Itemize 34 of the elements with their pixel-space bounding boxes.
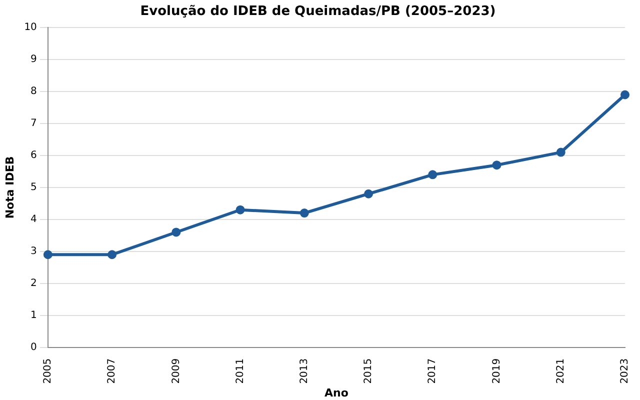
x-tick-label: 2017: [427, 358, 438, 384]
point: [172, 228, 181, 237]
x-tick-label: 2009: [170, 358, 182, 384]
point: [236, 205, 245, 214]
y-tick-label: 0: [30, 342, 37, 353]
x-tick-label: 2019: [491, 358, 502, 384]
x-tick-label: 2021: [555, 358, 566, 384]
point: [364, 189, 374, 198]
y-tick-label: 9: [30, 54, 37, 66]
point: [620, 90, 630, 100]
y-tick-label: 8: [30, 86, 37, 98]
x-tick-label: 2007: [106, 358, 118, 384]
point: [108, 250, 117, 260]
point: [492, 160, 502, 170]
chart-title: Evolução do IDEB de Queimadas/PB (2005–2023): [140, 4, 496, 20]
y-tick-label: 6: [30, 150, 37, 162]
x-tick-label: 2023: [620, 358, 631, 384]
point: [300, 208, 309, 218]
y-tick-label: 4: [30, 214, 37, 226]
y-tick-label: 1: [30, 310, 37, 321]
x-tick-label: 2015: [363, 358, 374, 384]
point: [43, 250, 52, 260]
y-tick-label: 3: [30, 246, 37, 258]
x-tick-label: 2013: [298, 358, 310, 384]
y-axis-title: Nota IDEB: [3, 156, 16, 219]
x-tick-label: 2005: [42, 358, 54, 384]
y-tick-label: 2: [30, 278, 37, 289]
y-tick-label: 7: [30, 118, 37, 130]
x-axis-title: Ano: [324, 386, 349, 400]
point: [556, 148, 566, 157]
x-tick-label: 2011: [234, 358, 246, 384]
y-tick-label: 5: [30, 182, 37, 194]
point: [428, 170, 438, 180]
y-tick-label: 10: [24, 22, 37, 34]
